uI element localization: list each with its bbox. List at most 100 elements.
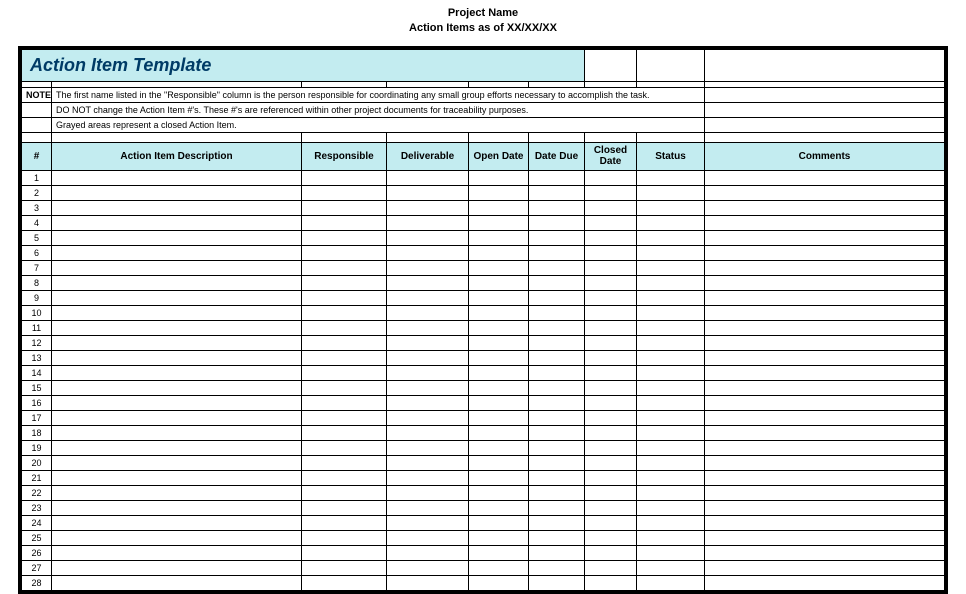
cell[interactable] (705, 500, 945, 515)
cell[interactable] (637, 320, 705, 335)
cell[interactable] (469, 275, 529, 290)
cell[interactable] (637, 500, 705, 515)
cell[interactable] (529, 485, 585, 500)
cell[interactable] (585, 410, 637, 425)
cell[interactable] (705, 260, 945, 275)
cell[interactable] (529, 380, 585, 395)
cell[interactable] (585, 395, 637, 410)
cell[interactable] (387, 485, 469, 500)
cell[interactable] (469, 230, 529, 245)
cell[interactable] (52, 575, 302, 590)
cell[interactable] (585, 320, 637, 335)
cell[interactable] (705, 245, 945, 260)
cell[interactable] (52, 455, 302, 470)
cell[interactable] (585, 305, 637, 320)
cell[interactable] (637, 230, 705, 245)
cell[interactable] (302, 455, 387, 470)
cell[interactable] (469, 470, 529, 485)
cell[interactable] (585, 260, 637, 275)
cell[interactable] (387, 545, 469, 560)
cell[interactable] (469, 290, 529, 305)
cell[interactable] (52, 380, 302, 395)
cell[interactable] (529, 275, 585, 290)
cell[interactable] (637, 305, 705, 320)
cell[interactable] (529, 335, 585, 350)
cell[interactable] (637, 185, 705, 200)
cell[interactable] (469, 200, 529, 215)
cell[interactable] (529, 290, 585, 305)
cell[interactable] (585, 200, 637, 215)
cell[interactable] (302, 320, 387, 335)
cell[interactable] (637, 365, 705, 380)
cell[interactable] (637, 545, 705, 560)
cell[interactable] (705, 320, 945, 335)
cell[interactable] (302, 395, 387, 410)
cell[interactable] (705, 560, 945, 575)
cell[interactable] (52, 425, 302, 440)
cell[interactable] (52, 500, 302, 515)
cell[interactable] (387, 335, 469, 350)
cell[interactable] (585, 485, 637, 500)
cell[interactable] (52, 170, 302, 185)
cell[interactable] (585, 440, 637, 455)
cell[interactable] (387, 365, 469, 380)
cell[interactable] (529, 470, 585, 485)
cell[interactable] (469, 515, 529, 530)
cell[interactable] (469, 545, 529, 560)
cell[interactable] (705, 335, 945, 350)
cell[interactable] (469, 185, 529, 200)
cell[interactable] (585, 290, 637, 305)
cell[interactable] (387, 245, 469, 260)
cell[interactable] (52, 410, 302, 425)
cell[interactable] (529, 350, 585, 365)
cell[interactable] (637, 200, 705, 215)
cell[interactable] (705, 515, 945, 530)
cell[interactable] (637, 260, 705, 275)
cell[interactable] (529, 230, 585, 245)
cell[interactable] (52, 485, 302, 500)
cell[interactable] (585, 335, 637, 350)
cell[interactable] (387, 305, 469, 320)
cell[interactable] (302, 410, 387, 425)
cell[interactable] (302, 485, 387, 500)
cell[interactable] (585, 455, 637, 470)
cell[interactable] (469, 305, 529, 320)
cell[interactable] (52, 545, 302, 560)
cell[interactable] (705, 485, 945, 500)
cell[interactable] (52, 230, 302, 245)
cell[interactable] (52, 245, 302, 260)
cell[interactable] (529, 395, 585, 410)
cell[interactable] (469, 170, 529, 185)
cell[interactable] (387, 455, 469, 470)
cell[interactable] (705, 275, 945, 290)
cell[interactable] (529, 305, 585, 320)
cell[interactable] (705, 365, 945, 380)
cell[interactable] (387, 230, 469, 245)
cell[interactable] (705, 170, 945, 185)
cell[interactable] (302, 245, 387, 260)
cell[interactable] (585, 245, 637, 260)
cell[interactable] (469, 365, 529, 380)
cell[interactable] (705, 440, 945, 455)
cell[interactable] (302, 380, 387, 395)
cell[interactable] (387, 380, 469, 395)
cell[interactable] (387, 260, 469, 275)
cell[interactable] (52, 260, 302, 275)
cell[interactable] (529, 545, 585, 560)
cell[interactable] (529, 170, 585, 185)
cell[interactable] (302, 215, 387, 230)
cell[interactable] (585, 500, 637, 515)
cell[interactable] (585, 350, 637, 365)
cell[interactable] (302, 230, 387, 245)
cell[interactable] (529, 500, 585, 515)
cell[interactable] (637, 485, 705, 500)
cell[interactable] (705, 470, 945, 485)
cell[interactable] (585, 560, 637, 575)
cell[interactable] (705, 350, 945, 365)
cell[interactable] (387, 215, 469, 230)
cell[interactable] (387, 500, 469, 515)
cell[interactable] (387, 560, 469, 575)
cell[interactable] (529, 440, 585, 455)
cell[interactable] (302, 260, 387, 275)
cell[interactable] (302, 515, 387, 530)
